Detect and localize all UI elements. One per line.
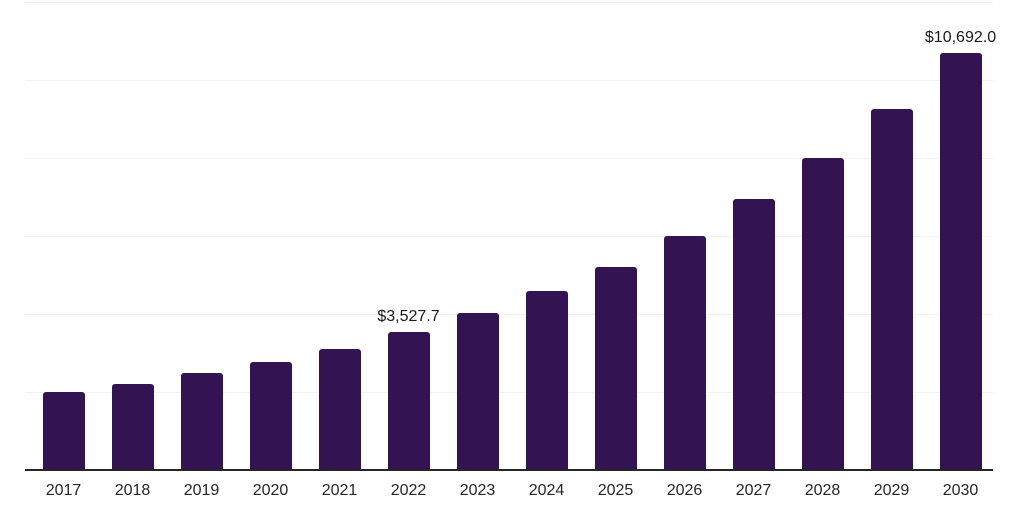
- x-tick-2029: 2029: [873, 482, 910, 499]
- bar-2023: [456, 312, 499, 470]
- gridline-8000: [25, 158, 993, 159]
- x-tick-2021: 2021: [321, 482, 358, 499]
- data-label-2030: $10,692.0: [924, 29, 997, 47]
- bar-2018: [111, 383, 154, 470]
- bar-2021: [318, 348, 361, 470]
- bar-2025: [594, 266, 637, 470]
- bar-2020: [249, 361, 292, 470]
- bar-2030: [939, 53, 982, 470]
- x-tick-2028: 2028: [804, 482, 841, 499]
- gridline-4000: [25, 314, 993, 315]
- x-axis-line: [25, 469, 993, 471]
- x-tick-2027: 2027: [735, 482, 772, 499]
- x-axis-tick-labels: 2017 2018 2019 2020 2021 2022 2023 2024 2025 2026…: [25, 482, 993, 506]
- x-tick-2023: 2023: [459, 482, 496, 499]
- gridline-6000: [25, 236, 993, 237]
- bar-2026: [663, 236, 706, 470]
- bar-2024: [525, 291, 568, 470]
- x-tick-2024: 2024: [528, 482, 565, 499]
- gridline-10000: [25, 80, 993, 81]
- bar-2022: [387, 332, 430, 470]
- data-label-2022: $3,527.7: [377, 308, 440, 326]
- bar-2017: [42, 392, 85, 470]
- x-tick-2026: 2026: [666, 482, 703, 499]
- x-tick-2017: 2017: [45, 482, 82, 499]
- bar-2028: [801, 158, 844, 470]
- x-tick-2030: 2030: [942, 482, 979, 499]
- gridline-12000: [25, 2, 993, 3]
- x-tick-2022: 2022: [390, 482, 427, 499]
- x-tick-2020: 2020: [252, 482, 289, 499]
- x-tick-2025: 2025: [597, 482, 634, 499]
- bar-2029: [870, 109, 913, 470]
- x-tick-2018: 2018: [114, 482, 151, 499]
- gridline-2000: [25, 392, 993, 393]
- plot-area: $3,527.7 $10,692.0: [25, 2, 997, 470]
- bar-2027: [732, 199, 775, 470]
- bar-2019: [180, 373, 223, 470]
- x-tick-2019: 2019: [183, 482, 220, 499]
